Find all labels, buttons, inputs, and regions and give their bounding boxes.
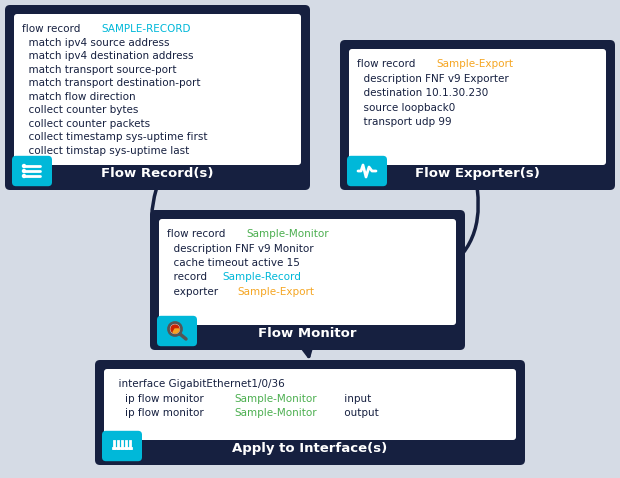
Text: match ipv4 destination address: match ipv4 destination address [22,51,193,61]
Text: collect timestamp sys-uptime first: collect timestamp sys-uptime first [22,132,208,142]
Text: ip flow monitor: ip flow monitor [112,408,207,418]
FancyBboxPatch shape [340,40,615,190]
FancyBboxPatch shape [157,316,197,346]
Text: input: input [341,393,371,403]
Wedge shape [173,329,179,333]
Text: Sample-Monitor: Sample-Monitor [234,393,317,403]
Text: SAMPLE-RECORD: SAMPLE-RECORD [102,24,191,34]
Text: exporter: exporter [167,287,221,297]
Text: match transport destination-port: match transport destination-port [22,78,200,88]
Text: match transport source-port: match transport source-port [22,65,177,75]
Text: cache timeout active 15: cache timeout active 15 [167,258,300,268]
Text: Sample-Export: Sample-Export [237,287,314,297]
Text: collect counter packets: collect counter packets [22,119,150,129]
Text: Sample-Record: Sample-Record [223,272,302,282]
Text: flow record: flow record [22,24,84,34]
Text: flow record: flow record [167,229,229,239]
Text: destination 10.1.30.230: destination 10.1.30.230 [357,88,489,98]
Text: source loopback0: source loopback0 [357,102,455,112]
Text: description FNF v9 Monitor: description FNF v9 Monitor [167,243,314,253]
Text: output: output [341,408,379,418]
FancyBboxPatch shape [102,431,142,461]
Circle shape [22,170,25,173]
FancyBboxPatch shape [159,219,456,325]
Circle shape [22,164,25,167]
Text: description FNF v9 Exporter: description FNF v9 Exporter [357,74,509,84]
Text: match ipv4 source address: match ipv4 source address [22,37,169,47]
Text: Flow Exporter(s): Flow Exporter(s) [415,167,540,180]
Text: transport udp 99: transport udp 99 [357,117,451,127]
Text: interface GigabitEthernet1/0/36: interface GigabitEthernet1/0/36 [112,379,285,389]
Text: ip flow monitor: ip flow monitor [112,393,207,403]
Circle shape [171,325,179,333]
Text: collect counter bytes: collect counter bytes [22,105,138,115]
FancyBboxPatch shape [14,14,301,165]
FancyBboxPatch shape [347,156,387,186]
Text: Sample-Monitor: Sample-Monitor [234,408,317,418]
Text: record: record [167,272,210,282]
Circle shape [22,174,25,177]
Text: collect timstap sys-uptime last: collect timstap sys-uptime last [22,145,189,155]
Text: Sample-Monitor: Sample-Monitor [247,229,329,239]
FancyBboxPatch shape [104,369,516,440]
FancyBboxPatch shape [349,49,606,165]
Circle shape [169,323,182,336]
FancyBboxPatch shape [12,156,52,186]
FancyBboxPatch shape [150,210,465,350]
Text: match flow direction: match flow direction [22,91,136,101]
FancyBboxPatch shape [95,360,525,465]
Text: Flow Record(s): Flow Record(s) [101,167,214,180]
Text: flow record: flow record [357,59,418,69]
Text: Sample-Export: Sample-Export [436,59,513,69]
Text: Apply to Interface(s): Apply to Interface(s) [232,442,388,455]
FancyBboxPatch shape [5,5,310,190]
Text: Flow Monitor: Flow Monitor [259,327,356,340]
